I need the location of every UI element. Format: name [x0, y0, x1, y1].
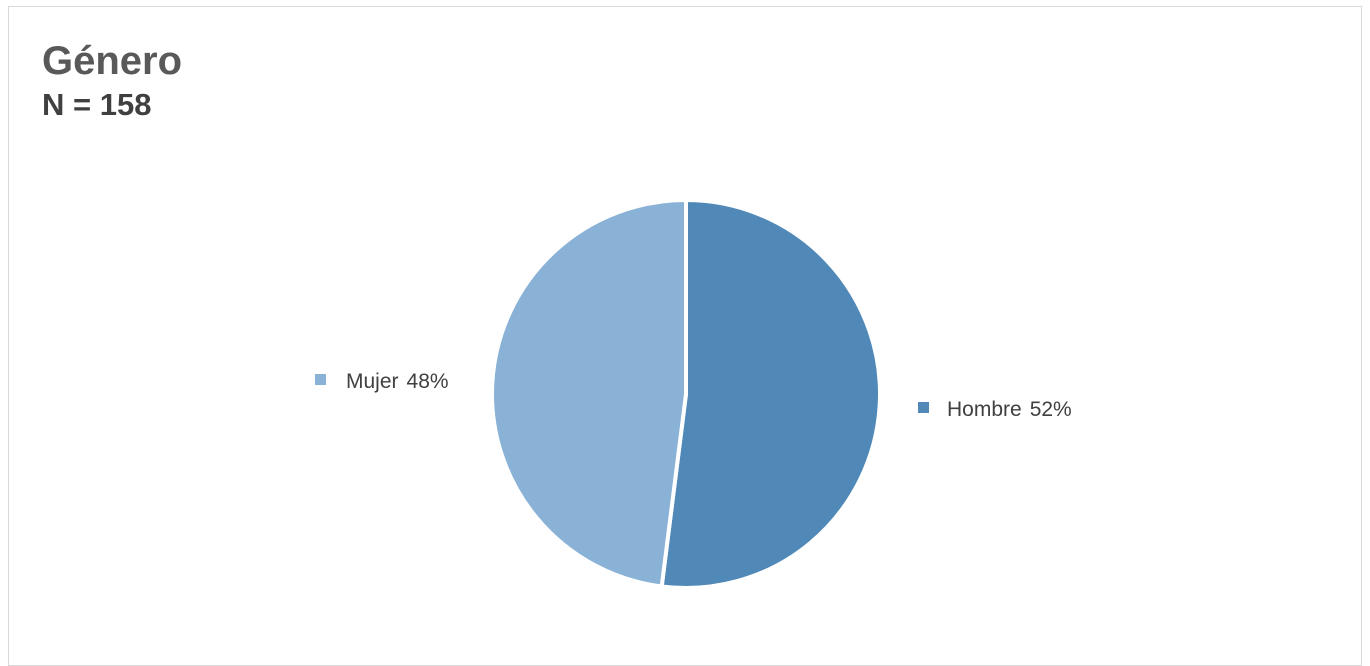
- data-label-mujer-name: Mujer: [346, 370, 399, 393]
- legend-marker-hombre: [918, 402, 929, 413]
- chart-subtitle: N = 158: [42, 87, 152, 122]
- chart-title: Género: [42, 39, 183, 83]
- pie-slice-mujer: [490, 198, 688, 589]
- pie-slice-hombre: [659, 198, 882, 590]
- data-label-hombre-value: 52%: [1030, 398, 1072, 421]
- pie-labels: Mujer 48% Hombre 52%: [315, 370, 1072, 421]
- data-label-hombre-name: Hombre: [947, 398, 1022, 421]
- legend-marker-mujer: [315, 374, 326, 385]
- pie-slices: [490, 198, 882, 590]
- data-label-mujer: Mujer 48%: [346, 370, 449, 393]
- data-label-hombre: Hombre 52%: [947, 398, 1072, 421]
- data-label-mujer-value: 48%: [407, 370, 449, 393]
